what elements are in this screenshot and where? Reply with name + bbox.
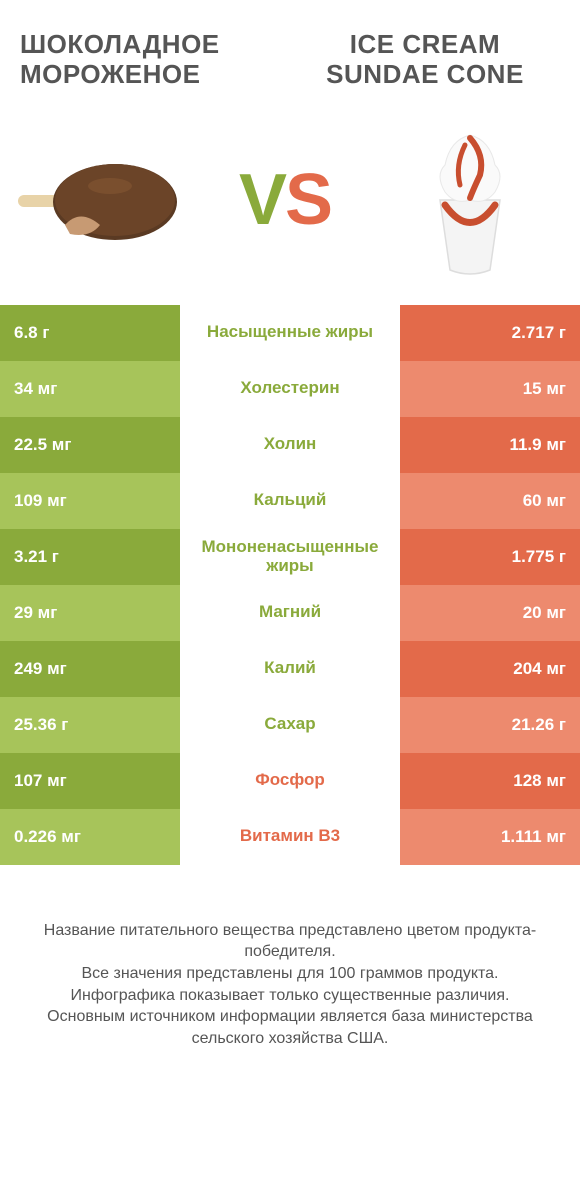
- value-left: 6.8 г: [0, 305, 180, 361]
- table-row: 249 мгКалий204 мг: [0, 641, 580, 697]
- value-right: 2.717 г: [400, 305, 580, 361]
- value-right: 15 мг: [400, 361, 580, 417]
- comparison-table: 6.8 гНасыщенные жиры2.717 г34 мгХолестер…: [0, 305, 580, 865]
- value-left: 22.5 мг: [0, 417, 180, 473]
- value-right: 128 мг: [400, 753, 580, 809]
- value-right: 21.26 г: [400, 697, 580, 753]
- value-right: 204 мг: [400, 641, 580, 697]
- nutrient-label: Фосфор: [180, 753, 400, 809]
- footer-notes: Название питательного вещества представл…: [0, 865, 580, 1050]
- vs-s: S: [285, 160, 331, 240]
- value-right: 60 мг: [400, 473, 580, 529]
- value-left: 249 мг: [0, 641, 180, 697]
- value-right: 1.111 мг: [400, 809, 580, 865]
- table-row: 29 мгМагний20 мг: [0, 585, 580, 641]
- title-left: ШОКОЛАДНОЕ МОРОЖЕНОЕ: [20, 30, 290, 90]
- value-left: 107 мг: [0, 753, 180, 809]
- value-right: 20 мг: [400, 585, 580, 641]
- nutrient-label: Мононенасыщенные жиры: [180, 529, 400, 585]
- header-right: ICE CREAM SUNDAE CONE: [290, 30, 560, 90]
- value-left: 34 мг: [0, 361, 180, 417]
- nutrient-label: Сахар: [180, 697, 400, 753]
- nutrient-label: Холин: [180, 417, 400, 473]
- product-image-left: [10, 130, 190, 270]
- header-left: ШОКОЛАДНОЕ МОРОЖЕНОЕ: [20, 30, 290, 90]
- value-left: 29 мг: [0, 585, 180, 641]
- nutrient-label: Калий: [180, 641, 400, 697]
- header: ШОКОЛАДНОЕ МОРОЖЕНОЕ ICE CREAM SUNDAE CO…: [0, 0, 580, 100]
- value-left: 0.226 мг: [0, 809, 180, 865]
- table-row: 25.36 гСахар21.26 г: [0, 697, 580, 753]
- table-row: 0.226 мгВитамин B31.111 мг: [0, 809, 580, 865]
- vs-label: VS: [239, 159, 331, 241]
- table-row: 107 мгФосфор128 мг: [0, 753, 580, 809]
- nutrient-label: Кальций: [180, 473, 400, 529]
- footer-line-2: Все значения представлены для 100 граммо…: [30, 963, 550, 985]
- nutrient-label: Насыщенные жиры: [180, 305, 400, 361]
- table-row: 6.8 гНасыщенные жиры2.717 г: [0, 305, 580, 361]
- value-left: 3.21 г: [0, 529, 180, 585]
- value-right: 11.9 мг: [400, 417, 580, 473]
- nutrient-label: Холестерин: [180, 361, 400, 417]
- product-image-right: [380, 130, 560, 270]
- table-row: 3.21 гМононенасыщенные жиры1.775 г: [0, 529, 580, 585]
- table-row: 109 мгКальций60 мг: [0, 473, 580, 529]
- value-left: 109 мг: [0, 473, 180, 529]
- vs-v: V: [239, 160, 285, 240]
- footer-line-3: Инфографика показывает только существенн…: [30, 985, 550, 1007]
- title-right: ICE CREAM SUNDAE CONE: [290, 30, 560, 90]
- footer-line-1: Название питательного вещества представл…: [30, 920, 550, 963]
- table-row: 34 мгХолестерин15 мг: [0, 361, 580, 417]
- nutrient-label: Магний: [180, 585, 400, 641]
- value-left: 25.36 г: [0, 697, 180, 753]
- nutrient-label: Витамин B3: [180, 809, 400, 865]
- table-row: 22.5 мгХолин11.9 мг: [0, 417, 580, 473]
- value-right: 1.775 г: [400, 529, 580, 585]
- hero-row: VS: [0, 100, 580, 305]
- footer-line-4: Основным источником информации является …: [30, 1006, 550, 1049]
